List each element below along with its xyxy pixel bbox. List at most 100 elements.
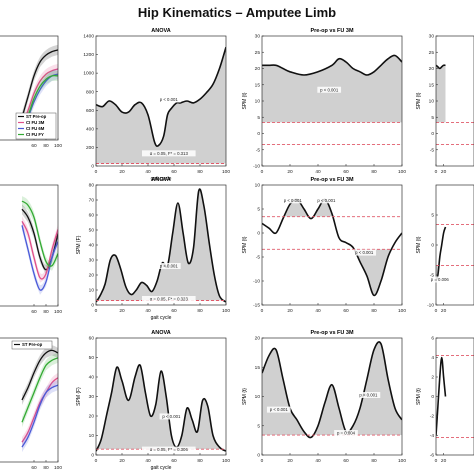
y-tick-label: -2 [430,414,435,420]
x-tick-label: 80 [371,169,377,175]
x-tick-label: 60 [343,308,349,314]
y-tick-label: 800 [86,89,94,95]
series-line-0 [262,341,402,439]
y-tick-label: -5 [256,255,261,261]
chart-title: Pre-op vs FU 3M [310,28,354,34]
x-tick-label: 100 [398,169,406,175]
suprathreshold-fill [96,47,226,164]
x-tick-label: 0 [261,458,264,464]
annotation-text: p < 0.001 [160,97,179,102]
x-tick-label: 80 [43,465,49,471]
axes-frame [0,35,59,141]
y-tick-label: 30 [255,34,261,40]
y-axis-label: SPM {t} [242,388,248,405]
y-tick-label: 40 [89,243,95,249]
annotation-bg [280,197,305,204]
y-tick-label: -5 [256,147,261,153]
annotation-text: α = 0.05, F* = 0.313 [150,151,189,156]
x-tick-label: 40 [145,308,151,314]
y-axis-label: SPM {F} [76,235,82,254]
x-tick-label: 100 [54,143,62,149]
x-tick-label: 0 [261,169,264,175]
y-tick-label: 0 [91,164,94,170]
y-tick-label: -5 [430,147,435,153]
y-tick-label: 40 [89,375,95,381]
chart-panel-r1c2: 0 20 40 60 80 100 -10 -5 0 5 10 15 20 25 30 Pre-op vs F… [242,28,406,175]
y-tick-label: 2 [431,375,434,381]
y-tick-label: 20 [89,273,95,279]
plot-area [96,364,226,452]
x-tick-label: 60 [343,458,349,464]
annotation-bg [352,249,377,256]
series-line-0 [262,54,402,76]
x-tick-label: 40 [315,169,321,175]
x-tick-label: 20 [441,308,447,314]
y-tick-label: -4 [430,433,435,439]
plot-area [436,224,474,282]
annotation-bg [427,276,452,283]
x-tick-label: 60 [343,169,349,175]
x-tick-label: 20 [441,458,447,464]
suprathreshold-fill [283,199,333,217]
plot-area [96,46,226,164]
y-tick-label: 0 [431,243,434,249]
legend-box [11,340,53,350]
series-line-1 [21,68,58,125]
x-tick-label: 20 [119,308,125,314]
chart-title: ANOVA [151,177,170,183]
y-tick-label: 20 [255,66,261,72]
y-tick-label: 0 [257,131,260,137]
annotation-text: p < 0.001 [355,250,374,255]
x-tick-label: 80 [43,143,49,149]
x-tick-label: 20 [287,458,293,464]
axes-frame [261,184,403,306]
y-tick-label: 600 [86,108,94,114]
series-line-1 [21,220,58,280]
y-tick-label: 30 [429,34,435,40]
subthreshold-fill [354,249,392,296]
x-axis-label: gait cycle [151,176,172,182]
annotation-bg [356,392,381,398]
x-tick-label: 60 [171,308,177,314]
x-tick-label: 0 [435,169,438,175]
x-tick-label: 100 [222,458,230,464]
y-tick-label: 1200 [83,52,94,58]
y-tick-label: -5 [430,273,435,279]
series-line-0 [262,198,402,297]
y-tick-label: -15 [253,303,260,309]
y-tick-label: 0 [91,303,94,309]
y-tick-label: 5 [257,115,260,121]
y-tick-label: 60 [89,213,95,219]
series-band-3 [22,352,58,428]
x-tick-label: 20 [287,308,293,314]
x-tick-label: 80 [371,308,377,314]
annotation-bg [156,263,181,269]
x-tick-label: 40 [315,458,321,464]
y-tick-label: 70 [89,198,95,204]
y-axis-label: SPM {t} [416,92,422,109]
annotation-bg [159,413,184,420]
y-tick-label: 50 [89,355,95,361]
series-line-0 [436,356,447,436]
x-tick-label: 80 [371,458,377,464]
legend-entry: ST Pre-op [22,342,43,347]
plot-area [21,196,58,295]
chart-panel-r3c2: 0 20 40 60 80 100 0 5 10 15 20 Pre-op vs FU 3M SPM {… [242,330,406,464]
chart-title: Pre-op vs FU 3M [310,177,354,183]
x-tick-label: 60 [171,458,177,464]
series-line-0 [96,188,226,303]
y-tick-label: 80 [89,183,95,189]
series-line-3 [21,357,58,423]
plot-area [262,341,402,439]
annotation-text: p < 0.001 [359,393,378,398]
x-tick-label: 0 [95,458,98,464]
legend-entry: CI FU 3M [26,120,45,125]
series-line-0 [96,364,226,452]
plot-area [436,355,474,438]
x-tick-label: 100 [222,169,230,175]
y-tick-label: 200 [86,145,94,151]
y-tick-label: 30 [89,394,95,400]
y-tick-label: 10 [255,394,261,400]
